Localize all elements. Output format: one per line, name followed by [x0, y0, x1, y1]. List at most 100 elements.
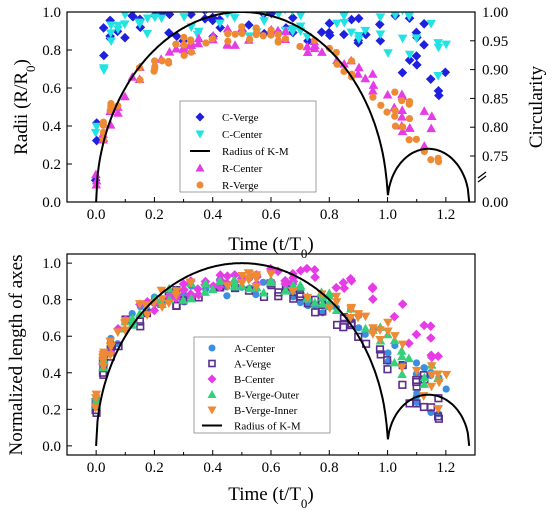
y2-tick-label: 0.80: [482, 120, 508, 136]
axes-length-x-axis-label: Time (t/T0): [228, 484, 314, 510]
y-tick-label: 0.2: [42, 402, 61, 418]
data-point: [441, 41, 451, 50]
data-point: [384, 366, 391, 373]
legend-entry-label: B-Verge-Outer: [234, 390, 299, 402]
data-point: [136, 76, 143, 83]
data-point: [368, 282, 378, 292]
data-point: [434, 44, 444, 53]
data-point: [159, 57, 166, 64]
data-point: [339, 30, 349, 40]
data-point: [100, 119, 107, 126]
radii-x-axis-label: Time (t/T0): [228, 234, 314, 261]
data-point: [392, 123, 399, 130]
x-tick-label: 0.6: [262, 207, 281, 223]
radii-panel: 0.0 0.2 0.4 0.6 0.8 1.0 1.2 0.0 0.2 0.4 0.6 0.8 1.0…: [11, 0, 547, 260]
data-point: [376, 30, 386, 39]
y-tick-label: 0.4: [42, 119, 61, 135]
data-point: [361, 74, 371, 83]
data-point: [180, 41, 187, 48]
data-point: [427, 111, 437, 120]
data-point: [426, 124, 436, 133]
data-point: [91, 129, 101, 138]
data-point: [172, 41, 179, 48]
data-point: [224, 38, 231, 45]
data-point: [426, 74, 436, 84]
data-point: [405, 123, 415, 132]
data-point: [282, 35, 289, 42]
data-point: [113, 3, 123, 13]
axes-length-y-axis-label: Normalized length of axes: [6, 254, 27, 455]
data-point: [238, 30, 245, 37]
y2-tick-label: 0.95: [482, 34, 508, 50]
data-point: [331, 283, 341, 293]
right-axis-break: [478, 172, 486, 182]
x-tick-label: 0.4: [203, 207, 222, 223]
x-tick-label: 1.2: [436, 460, 455, 476]
y2-tick-label: 1.00: [482, 5, 508, 21]
y2-tick-label: 0.90: [482, 63, 508, 79]
data-point: [99, 51, 109, 61]
data-point: [355, 324, 362, 331]
data-point: [398, 68, 408, 78]
data-point: [275, 37, 282, 44]
y-tick-label: 0.8: [42, 43, 61, 59]
data-point: [202, 39, 209, 46]
data-point: [209, 35, 216, 42]
data-point: [390, 332, 400, 341]
x-tick-label: 0.0: [87, 207, 106, 223]
data-point: [435, 155, 442, 162]
circularity-axis-label: Circularity: [526, 65, 547, 148]
legend-marker-swatch: [197, 182, 204, 189]
data-point: [427, 156, 434, 163]
data-point: [135, 4, 145, 13]
data-point: [127, 2, 137, 12]
y-tick-label: 0.8: [42, 293, 61, 309]
data-point: [151, 65, 158, 72]
data-point: [229, 0, 239, 8]
data-point: [406, 115, 413, 122]
data-point: [187, 38, 194, 45]
axes-length-panel: 0.0 0.2 0.4 0.6 0.8 1.0 1.2 0.00.20.40.60.81.0…: [6, 254, 475, 510]
data-point: [398, 35, 408, 44]
legend-entry-label: B-Center: [234, 374, 275, 386]
data-point: [106, 37, 116, 46]
data-point: [399, 382, 406, 389]
data-point: [443, 385, 450, 392]
y-tick-label: 1.0: [42, 5, 61, 21]
data-point: [413, 136, 420, 143]
data-point: [120, 33, 130, 43]
data-point: [348, 57, 355, 64]
legend-entry-label: Radius of K-M: [222, 146, 289, 158]
data-point: [181, 52, 188, 59]
data-point: [375, 20, 385, 30]
y-tick-label: 1.0: [42, 256, 61, 272]
data-point: [413, 359, 420, 366]
data-point: [404, 354, 414, 363]
y-tick-label: 0.6: [42, 81, 61, 97]
data-point: [260, 32, 267, 39]
data-point: [107, 103, 114, 110]
data-point: [391, 89, 398, 96]
data-point: [383, 90, 393, 99]
x-tick-label: 0.0: [87, 460, 106, 476]
data-point: [165, 10, 175, 20]
data-point: [412, 60, 422, 70]
radii-y-axis-label: Radii (R/R0): [11, 59, 38, 155]
data-point: [222, 0, 232, 8]
y-tick-label: 0.0: [42, 439, 61, 455]
radii-legend: C-VergeC-CenterRadius of K-MR-CenterR-Ve…: [180, 101, 316, 192]
data-point: [180, 34, 187, 41]
legend-entry-label: A-Center: [234, 343, 275, 355]
data-point: [99, 23, 109, 33]
y-tick-label: 0.2: [42, 157, 61, 173]
circularity-y-ticks: 0.000.750.800.850.900.951.00: [470, 5, 508, 211]
data-point: [91, 170, 101, 179]
data-point: [442, 371, 452, 380]
y2-tick-label: 0.75: [482, 149, 508, 165]
data-point: [310, 265, 320, 275]
x-tick-label: 0.6: [262, 460, 281, 476]
data-point: [230, 40, 240, 49]
legend-entry-label: C-Center: [222, 129, 263, 141]
data-point: [383, 49, 393, 58]
data-point: [421, 364, 428, 371]
